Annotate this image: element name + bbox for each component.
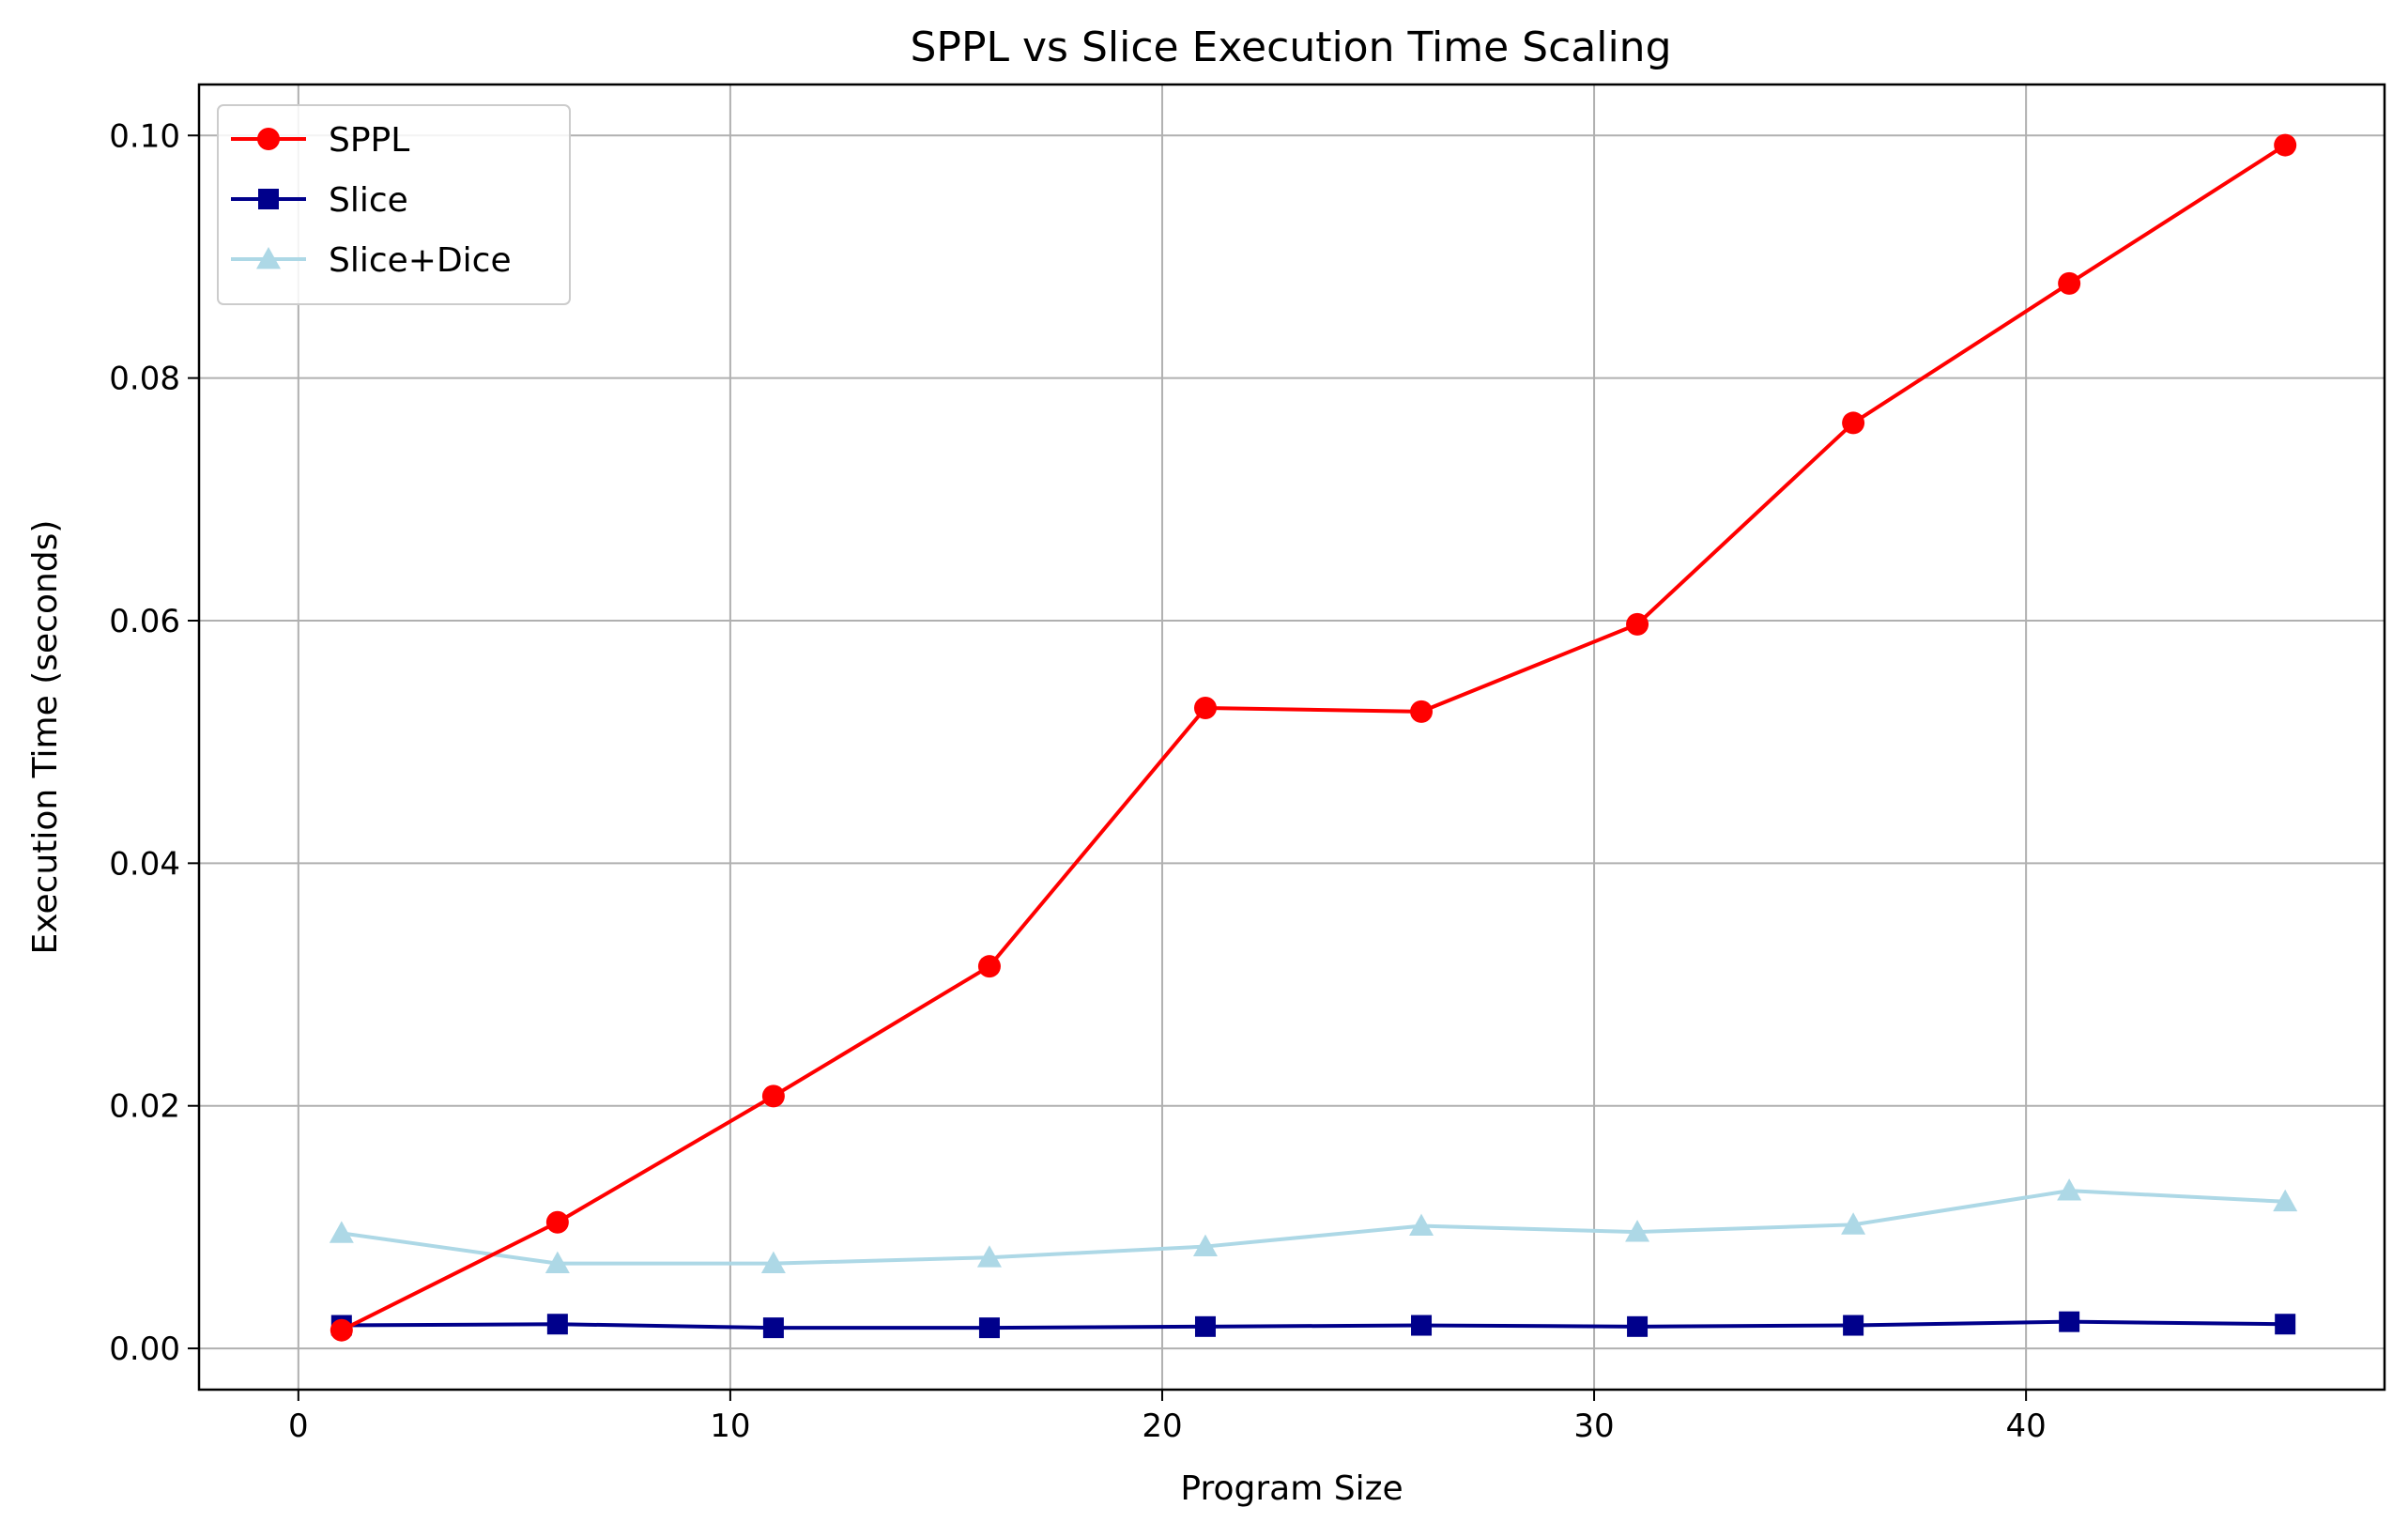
legend-marker xyxy=(258,189,279,209)
chart-title: SPPL vs Slice Execution Time Scaling xyxy=(911,23,1672,71)
data-point-slice-dice xyxy=(760,1251,786,1274)
data-point-slice-dice xyxy=(2273,1189,2298,1212)
data-point-slice xyxy=(762,1317,784,1339)
data-point-sppl xyxy=(2274,133,2297,157)
y-tick-label: 0.08 xyxy=(109,361,180,398)
legend-box xyxy=(217,104,571,305)
legend-label: Slice xyxy=(329,181,408,220)
data-point-sppl xyxy=(1410,700,1434,723)
data-point-slice xyxy=(978,1317,1000,1339)
data-point-sppl xyxy=(1193,696,1217,719)
data-point-slice xyxy=(2275,1314,2296,1335)
data-point-sppl xyxy=(2058,271,2081,295)
data-point-sppl xyxy=(761,1084,785,1108)
x-axis-label: Program Size xyxy=(1180,1469,1403,1508)
data-point-slice xyxy=(1194,1315,1216,1337)
series-slice xyxy=(330,1311,2296,1339)
data-point-slice-dice xyxy=(1409,1213,1434,1237)
x-tick-label: 30 xyxy=(1573,1407,1614,1445)
x-tick-label: 40 xyxy=(2006,1407,2047,1445)
x-tick-label: 0 xyxy=(288,1407,309,1445)
series-layer xyxy=(329,133,2298,1342)
grid-layer xyxy=(199,85,2385,1390)
y-tick-label: 0.04 xyxy=(109,845,180,883)
series-line-slice-dice xyxy=(341,1189,2286,1266)
x-tick-label: 20 xyxy=(1142,1407,1182,1445)
legend-marker xyxy=(256,247,281,269)
data-point-slice xyxy=(546,1314,568,1335)
data-point-sppl xyxy=(977,955,1001,978)
legend-label: SPPL xyxy=(329,121,409,160)
plot-frame xyxy=(197,83,2386,1392)
tick-layer: 0 10 20 30 40 0.00 0.02 0.04 0.06 0.08 0.10 xyxy=(109,117,2046,1445)
series-sppl xyxy=(330,133,2297,1342)
y-tick-label: 0.00 xyxy=(109,1330,180,1368)
data-point-slice xyxy=(1843,1315,1864,1336)
data-point-slice xyxy=(1627,1315,1649,1337)
y-tick-label: 0.02 xyxy=(109,1088,180,1126)
legend-item-slice-dice: Slice+Dice xyxy=(231,241,512,280)
data-point-sppl xyxy=(330,1318,353,1342)
data-point-slice xyxy=(1411,1315,1433,1336)
series-line-slice xyxy=(341,1319,2286,1330)
data-point-slice-dice xyxy=(1841,1212,1866,1235)
data-point-slice-dice xyxy=(1625,1220,1650,1242)
legend-label: Slice+Dice xyxy=(329,241,512,280)
data-point-slice-dice xyxy=(329,1221,354,1243)
legend-marker xyxy=(257,128,280,150)
data-point-slice xyxy=(2059,1311,2080,1332)
data-point-sppl xyxy=(1626,612,1649,636)
data-point-slice-dice xyxy=(544,1251,570,1274)
legend-item-sppl: SPPL xyxy=(231,121,409,160)
legend-item-slice: Slice xyxy=(231,181,408,220)
x-tick-label: 10 xyxy=(710,1407,750,1445)
series-slice-dice xyxy=(329,1178,2298,1274)
data-point-slice-dice xyxy=(2057,1178,2082,1201)
y-tick-label: 0.06 xyxy=(109,603,180,640)
y-axis-label: Execution Time (seconds) xyxy=(26,520,65,955)
y-tick-label: 0.10 xyxy=(109,117,180,155)
legend: SPPL Slice Slice+Dice xyxy=(217,104,571,305)
data-point-slice-dice xyxy=(1192,1234,1218,1256)
series-line-sppl xyxy=(340,143,2287,1332)
data-point-sppl xyxy=(1842,411,1865,435)
data-point-sppl xyxy=(545,1210,569,1234)
data-point-slice-dice xyxy=(976,1245,1002,1268)
